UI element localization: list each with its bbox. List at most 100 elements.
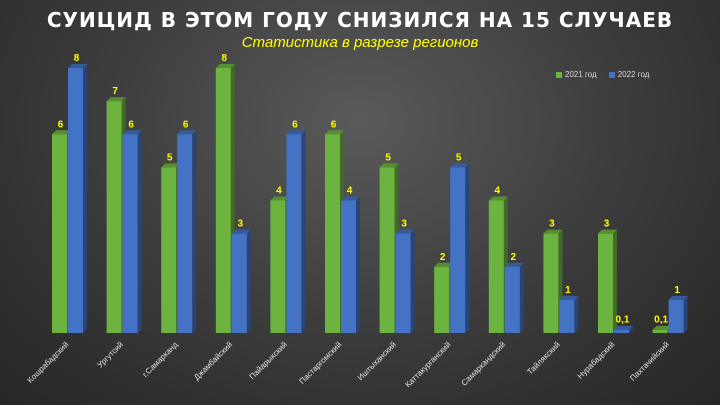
data-label: 3 [238, 219, 244, 230]
x-tick-label: Джамбайский [192, 340, 234, 382]
data-label: 6 [128, 119, 134, 130]
bar-2021-9 [543, 229, 563, 333]
data-label: 4 [347, 186, 353, 197]
legend-swatch-2022 [608, 71, 615, 78]
data-label: 1 [674, 285, 680, 296]
bar-top [450, 163, 470, 168]
bar-2022-7 [450, 163, 470, 333]
bar-top [286, 130, 306, 135]
legend-swatch-2021 [556, 71, 562, 78]
bar-top [395, 229, 415, 234]
chart-subtitle: Статистика в разрезе регионов [241, 34, 479, 51]
chart-title: СУИЦИД В ЭТОМ ГОДУ СНИЗИЛСЯ НА 15 СЛУЧАЕ… [46, 8, 674, 32]
bar-top [504, 262, 524, 267]
x-tick-label: Пастаргомский [298, 340, 344, 386]
bar-top [325, 130, 344, 135]
bar-top [543, 229, 563, 234]
bar-top [161, 163, 181, 168]
bar-2022-11 [668, 295, 688, 333]
bar-2022-3 [231, 229, 251, 333]
data-label: 6 [183, 119, 189, 130]
x-tick-label: г.Самарканд [141, 340, 180, 379]
legend-item-2021: 2021 год [556, 70, 597, 79]
bar-top [488, 196, 508, 201]
bar-top [215, 64, 235, 68]
data-label: 4 [495, 186, 501, 197]
data-label: 0,1 [616, 315, 630, 326]
bar-front [341, 200, 356, 333]
x-tick-label: Самаркандский [460, 340, 508, 388]
bar-side [301, 130, 306, 333]
bar-top [341, 196, 360, 201]
bar-front [559, 299, 575, 333]
bar-top [68, 64, 87, 68]
bar-front [177, 134, 193, 333]
bar-top [270, 196, 290, 201]
bar-side [613, 229, 617, 333]
bar-front [286, 134, 302, 333]
bar-top [652, 325, 672, 330]
bar-side [574, 295, 579, 333]
bar-front [504, 266, 520, 333]
x-tick-label: Нурабадский [576, 340, 617, 381]
bar-side [83, 64, 87, 333]
bar-side [192, 130, 197, 333]
bar-2022-5 [341, 196, 360, 333]
bar-side [629, 325, 633, 333]
data-label: 5 [167, 152, 173, 163]
legend-item-2022: 2022 год [608, 70, 649, 79]
bar-top [559, 295, 579, 300]
bar-front [122, 134, 138, 333]
x-tick-label: Тайлякский [525, 340, 561, 376]
bar-front [215, 68, 231, 333]
data-label: 2 [511, 252, 517, 263]
bar-front [450, 167, 466, 333]
data-label: 8 [74, 53, 80, 64]
data-label: 3 [401, 219, 407, 230]
bar-2022-10 [614, 325, 633, 333]
bar-front [395, 233, 411, 333]
x-tick-label: Иштыханский [356, 340, 398, 382]
bar-front [161, 167, 177, 333]
bar-top [177, 130, 197, 135]
bar-top [614, 325, 633, 330]
chart-legend: 2021 год 2022 год [556, 70, 649, 79]
bar-top [52, 130, 71, 135]
bar-2022-2 [177, 130, 197, 333]
data-label: 3 [549, 219, 555, 230]
legend-label-2021: 2021 год [565, 70, 597, 79]
bar-front [614, 329, 629, 333]
bar-front [52, 134, 67, 333]
bar-2022-0 [68, 64, 87, 333]
bar-front [598, 233, 613, 333]
bar-front [379, 167, 395, 333]
bar-front [106, 101, 122, 333]
bar-top [231, 229, 251, 234]
bar-front [652, 329, 668, 333]
bar-side [519, 262, 524, 333]
x-tick-label: Кошрабадский [26, 340, 71, 385]
data-label: 5 [456, 152, 462, 163]
x-tick-label: Каттакурганский [403, 340, 452, 389]
bar-front [668, 299, 684, 333]
bar-front [488, 200, 504, 333]
bar-top [106, 97, 126, 102]
bar-front [68, 68, 83, 333]
data-label: 8 [222, 53, 228, 64]
data-label: 4 [276, 186, 282, 197]
bar-side [465, 163, 470, 333]
bar-top [379, 163, 399, 168]
bar-side [246, 229, 251, 333]
bar-front [543, 233, 559, 333]
bar-front [434, 266, 450, 333]
data-label: 3 [604, 219, 610, 230]
bar-2022-1 [122, 130, 142, 333]
bar-side [137, 130, 142, 333]
bar-2022-4 [286, 130, 306, 333]
data-label: 0,1 [654, 315, 668, 326]
bar-2022-6 [395, 229, 415, 333]
data-label: 6 [331, 119, 337, 130]
bar-top [122, 130, 142, 135]
x-tick-label: Пайарыкский [248, 340, 289, 381]
